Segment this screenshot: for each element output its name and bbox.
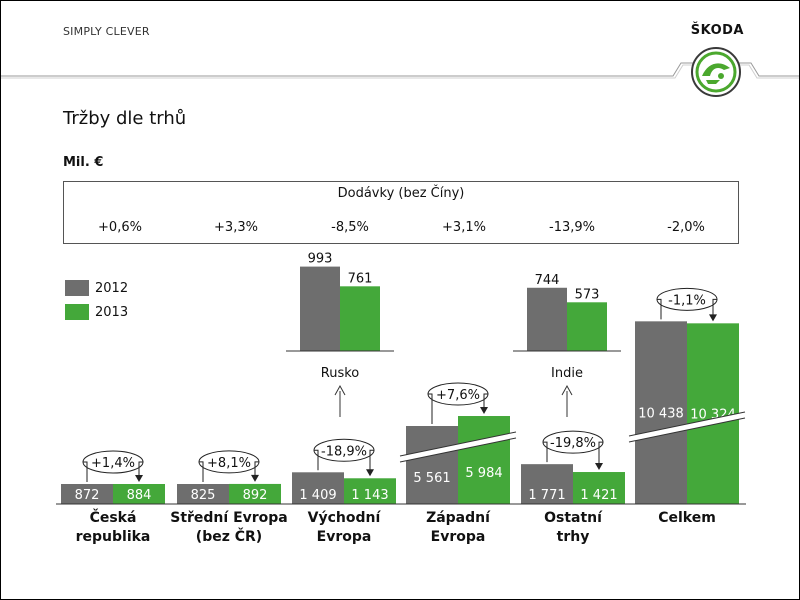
- change-connector-left-zapadni-evropa: [428, 393, 433, 424]
- change-arrow-ceska-republika: [135, 475, 143, 482]
- bar-label-2013-vychodni-evropa: 1 143: [351, 488, 388, 503]
- axis-break-line2-zapadni-evropa: [399, 437, 517, 463]
- category-label-stredni-evropa-bez-cr-1: (bez ČR): [196, 527, 262, 545]
- bar-2012-stredni-evropa-bez-cr: [177, 484, 229, 504]
- category-label-vychodni-evropa-1: Evropa: [317, 529, 372, 545]
- legend: 2012 2013: [65, 277, 128, 325]
- delivery-change-vychodni: -8,5%: [331, 220, 369, 235]
- sub-bar-2013-rusko: [340, 286, 380, 351]
- legend-swatch-2012: [65, 280, 89, 296]
- bar-label-2013-stredni-evropa-bez-cr: 892: [243, 488, 268, 503]
- sub-bar-2013-indie: [567, 302, 607, 351]
- bar-2012-ostatni-trhy: [521, 464, 573, 504]
- bar-label-2013-zapadni-evropa: 5 984: [465, 466, 502, 481]
- bar-label-2012-ceska-republika: 872: [75, 488, 100, 503]
- legend-label-2013: 2013: [95, 304, 129, 320]
- bar-2013-ceska-republika: [113, 484, 165, 504]
- category-label-vychodni-evropa-0: Východní: [308, 510, 382, 526]
- legend-label-2012: 2012: [95, 280, 129, 296]
- bar-label-2012-ostatni-trhy: 1 771: [528, 488, 565, 503]
- change-arrow-zapadni-evropa: [480, 407, 488, 415]
- change-connector-right-ceska-republika: [138, 461, 143, 480]
- brand-name: ŠKODA: [690, 23, 744, 38]
- change-connector-right-vychodni-evropa: [369, 449, 374, 475]
- axis-break-line-celkem: [628, 411, 746, 437]
- change-arrow-stredni-evropa-bez-cr: [251, 474, 259, 482]
- deliveries-title: Dodávky (bez Číny): [337, 186, 465, 201]
- change-connector-right-stredni-evropa-bez-cr: [254, 461, 259, 480]
- change-label-ostatni-trhy: -19,8%: [550, 436, 596, 451]
- change-arrow-vychodni-evropa: [366, 469, 374, 477]
- bar-label-2012-zapadni-evropa: 5 561: [413, 471, 450, 486]
- category-label-ostatni-trhy-1: trhy: [557, 529, 590, 545]
- category-label-zapadni-evropa-1: Evropa: [431, 529, 486, 545]
- change-label-celkem: -1,1%: [668, 293, 706, 308]
- bar-label-2013-ceska-republika: 884: [127, 488, 152, 503]
- change-label-ceska-republika: +1,4%: [91, 456, 135, 471]
- bar-2013-celkem: [687, 323, 739, 504]
- legend-item-2013: 2013: [65, 301, 128, 323]
- legend-item-2012: 2012: [65, 277, 128, 299]
- change-connector-left-celkem: [657, 298, 662, 320]
- change-connector-left-ceska-republika: [83, 461, 88, 482]
- delivery-change-ostatni: -13,9%: [549, 220, 595, 235]
- category-label-zapadni-evropa-0: Západní: [426, 510, 491, 526]
- change-connector-right-zapadni-evropa: [483, 393, 488, 413]
- category-label-ceska-republika-1: republika: [76, 529, 151, 545]
- bar-2012-vychodni-evropa: [292, 472, 344, 504]
- bar-label-2012-vychodni-evropa: 1 409: [299, 488, 336, 503]
- change-arrow-celkem: [709, 314, 717, 322]
- bar-2012-zapadni-evropa: [406, 426, 458, 504]
- change-arrow-ostatni-trhy: [595, 463, 603, 471]
- category-label-ostatni-trhy-0: Ostatní: [544, 510, 603, 526]
- sub-value-2013-indie: 573: [575, 287, 600, 302]
- bar-2013-ostatni-trhy: [573, 472, 625, 504]
- sub-arrow-head-rusko: [334, 384, 346, 396]
- slide-title: Tržby dle trhů: [63, 108, 187, 129]
- category-label-stredni-evropa-bez-cr-0: Střední Evropa: [170, 510, 288, 526]
- legend-swatch-2013: [65, 304, 89, 320]
- change-label-zapadni-evropa: +7,6%: [436, 388, 480, 403]
- bar-2012-celkem: [635, 321, 687, 504]
- category-label-ceska-republika-0: Česká: [90, 508, 137, 526]
- change-label-stredni-evropa-bez-cr: +8,1%: [207, 456, 251, 471]
- unit-label: Mil. €: [63, 155, 104, 170]
- sub-chart-name-rusko: Rusko: [321, 366, 360, 381]
- axis-break-line2-celkem: [628, 417, 746, 443]
- bar-label-2012-celkem: 10 438: [638, 407, 684, 422]
- change-connector-left-vychodni-evropa: [314, 449, 319, 471]
- category-label-celkem-0: Celkem: [658, 510, 716, 526]
- deliveries-box: Dodávky (bez Číny) +0,6% +3,3% -8,5% +3,…: [63, 181, 739, 244]
- bar-2013-zapadni-evropa: [458, 416, 510, 504]
- skoda-logo: [691, 47, 741, 97]
- change-connector-right-celkem: [712, 298, 717, 320]
- axis-break-line-zapadni-evropa: [399, 431, 517, 457]
- bar-label-2012-stredni-evropa-bez-cr: 825: [191, 488, 216, 503]
- slogan: SIMPLY CLEVER: [63, 25, 150, 38]
- axis-break-celkem: [628, 412, 746, 442]
- delivery-change-ceska: +0,6%: [98, 220, 142, 235]
- delivery-change-zapadni: +3,1%: [442, 220, 486, 235]
- bar-2013-vychodni-evropa: [344, 478, 396, 504]
- change-label-vychodni-evropa: -18,9%: [321, 444, 367, 459]
- sub-value-2012-rusko: 993: [308, 252, 333, 267]
- change-connector-left-ostatni-trhy: [543, 441, 548, 463]
- bar-2013-stredni-evropa-bez-cr: [229, 483, 281, 504]
- delivery-change-celkem: -2,0%: [667, 220, 705, 235]
- sub-value-2013-rusko: 761: [348, 271, 373, 286]
- sub-bar-2012-indie: [527, 287, 567, 351]
- sub-bar-2012-rusko: [300, 266, 340, 351]
- bar-label-2013-ostatni-trhy: 1 421: [580, 488, 617, 503]
- bar-2012-ceska-republika: [61, 484, 113, 504]
- delivery-change-stredni: +3,3%: [214, 220, 258, 235]
- sub-value-2012-indie: 744: [535, 273, 560, 288]
- axis-break-zapadni-evropa: [399, 432, 517, 462]
- sub-arrow-head-indie: [561, 384, 573, 396]
- change-connector-right-ostatni-trhy: [598, 441, 603, 469]
- sub-chart-name-indie: Indie: [551, 366, 583, 381]
- change-connector-left-stredni-evropa-bez-cr: [199, 461, 204, 482]
